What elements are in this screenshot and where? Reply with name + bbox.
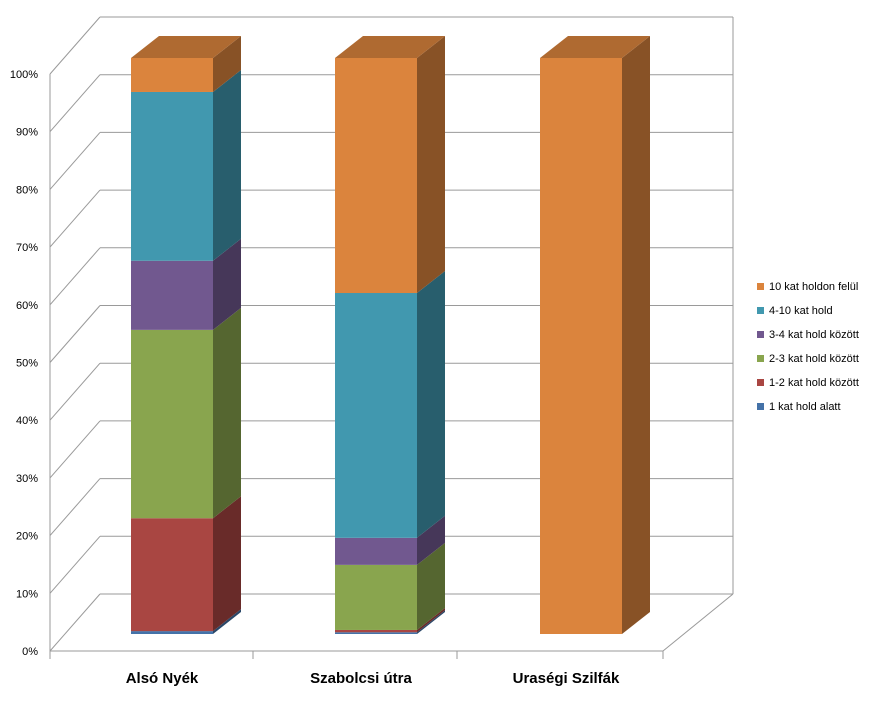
bar-segment-side [213,609,241,634]
y-tick-label: 0% [22,646,38,658]
gridline-side [49,535,101,594]
legend-swatch [757,283,764,290]
bar-segment-front [131,260,213,330]
gridline-side [49,74,101,133]
bar-segment-side [213,238,241,330]
bar-segment-side [213,69,241,261]
bar-segment-side [417,607,445,633]
legend-swatch [757,379,764,386]
legend-swatch [757,403,764,410]
y-tick-label: 60% [16,300,38,312]
bar-segment-front [131,91,213,261]
bar-segment-front [335,564,417,630]
legend-label: 3-4 kat hold között [769,329,859,341]
legend-swatch [757,331,764,338]
y-tick-label: 100% [10,69,38,81]
gridline-side [49,478,101,536]
legend-label: 10 kat holdon felül [769,281,858,293]
bar-segment-front [335,629,417,633]
bar-segment-side [417,271,445,538]
bar-segment-side [622,36,650,634]
y-tick-label: 20% [16,531,38,543]
y-tick-label: 50% [16,358,38,370]
bar-segment-side [213,307,241,519]
bar-segment-front [131,58,213,92]
y-tick-label: 90% [16,127,38,139]
bar-top [540,36,650,58]
legend-label: 1 kat hold alatt [769,401,841,413]
bar-segment-front [335,537,417,565]
gridline-side [49,247,101,306]
bar-segment-side [417,610,445,634]
y-tick-label: 10% [16,588,38,600]
legend-swatch [757,307,764,314]
gridline-side [49,132,101,190]
bar-segment-side [213,36,241,92]
x-category-label: Szabolcsi útra [310,670,412,687]
gridline-side [49,420,101,479]
gridline-side [49,593,101,652]
floor-edge [662,593,734,652]
x-category-label: Uraségi Szilfák [513,670,620,687]
bar-segment-side [417,542,445,630]
bar-segment-side [417,515,445,565]
bar-segment-front [131,329,213,519]
legend-label: 1-2 kat hold között [769,377,859,389]
bar-segment-front [335,293,417,538]
bar-segment-side [417,36,445,294]
y-tick-label: 80% [16,184,38,196]
y-tick-label: 40% [16,415,38,427]
bar-segment-front [335,632,417,634]
bar-segment-front [540,58,622,634]
legend-label: 4-10 kat hold [769,305,833,317]
gridline-side [49,305,101,363]
bar-segment-front [131,631,213,634]
gridline-side [49,362,101,421]
gridline-side [49,189,101,248]
bar-segment-front [131,518,213,632]
gridline-side [49,16,101,75]
bar-segment-front [335,58,417,294]
bar-top [335,36,445,58]
x-category-label: Alsó Nyék [126,670,199,687]
bar-top [131,36,241,58]
bar-segment-side [213,496,241,632]
y-tick-label: 70% [16,242,38,254]
y-tick-label: 30% [16,473,38,485]
legend-label: 2-3 kat hold között [769,353,859,365]
legend-swatch [757,355,764,362]
